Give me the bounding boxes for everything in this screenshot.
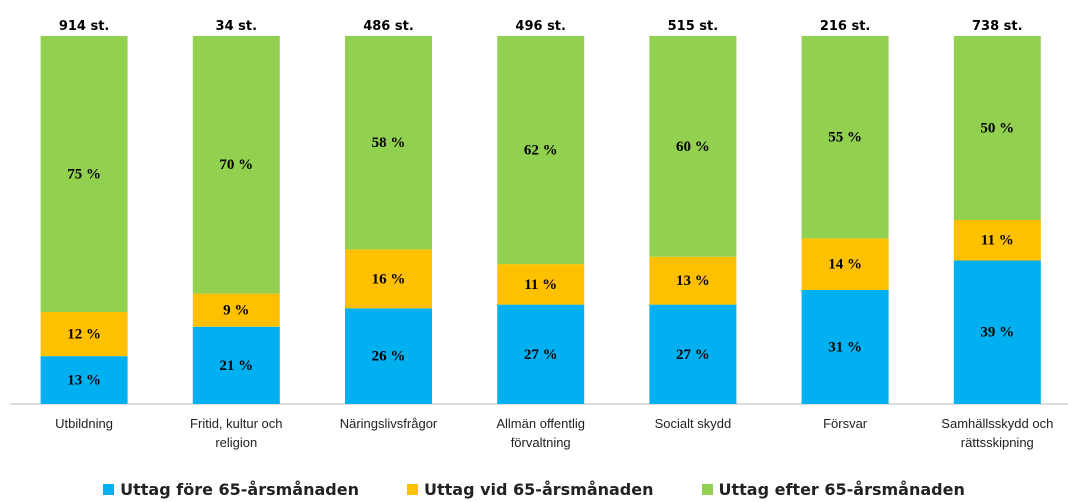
bar-segment (497, 264, 585, 305)
bar-segment (953, 220, 1041, 261)
value-label: 14 % (828, 257, 862, 273)
bar-segment (192, 36, 280, 294)
value-label: 11 % (524, 277, 557, 293)
value-label: 12 % (67, 327, 101, 343)
bar-segment (192, 326, 280, 404)
legend-item: Uttag efter 65-årsmånaden (701, 480, 965, 499)
legend-swatch (406, 484, 418, 495)
bar-segment (497, 304, 585, 404)
x-tick-label: Försvar (823, 416, 868, 431)
value-label: 58 % (372, 135, 406, 151)
legend-label: Uttag efter 65-årsmånaden (718, 480, 965, 499)
legend-item: Uttag före 65-årsmånaden (103, 480, 359, 499)
bar-segment (801, 36, 889, 239)
value-label: 70 % (219, 157, 253, 173)
bar-segment (345, 36, 432, 250)
legend: Uttag före 65-årsmånaden Uttag vid 65-års… (0, 480, 1068, 499)
total-label: 496 st. (515, 19, 566, 34)
legend-item: Uttag vid 65-årsmånaden (406, 480, 654, 499)
total-label: 515 st. (668, 19, 719, 34)
bar-segment (953, 260, 1041, 404)
value-label: 13 % (67, 373, 101, 389)
value-label: 75 % (67, 166, 101, 182)
value-label: 11 % (981, 233, 1014, 249)
value-label: 55 % (828, 130, 862, 146)
bar-segment (649, 304, 737, 404)
total-label: 914 st. (59, 19, 110, 34)
total-label: 216 st. (820, 19, 871, 34)
legend-swatch (701, 484, 713, 495)
bar-segment (953, 36, 1041, 220)
value-label: 16 % (372, 271, 406, 287)
bar-segment (649, 256, 737, 305)
x-tick-label: Näringslivsfrågor (339, 416, 438, 431)
x-tick-label: Fritid, kultur och religion (190, 416, 283, 450)
total-label: 486 st. (363, 19, 414, 34)
total-label: 738 st. (972, 19, 1023, 34)
value-label: 21 % (219, 358, 253, 374)
bar-segment (345, 249, 432, 309)
value-label: 62 % (524, 143, 558, 159)
legend-label: Uttag före 65-årsmånaden (120, 480, 359, 499)
total-label: 34 st. (216, 19, 258, 34)
bar-segment (40, 312, 128, 357)
value-label: 27 % (524, 347, 558, 363)
bar-segment (497, 36, 585, 265)
bar-segment (649, 36, 737, 257)
value-label: 31 % (828, 339, 862, 355)
value-label: 60 % (676, 139, 710, 155)
value-label: 50 % (980, 120, 1014, 136)
bar-segment (801, 238, 889, 290)
legend-label: Uttag vid 65-årsmånaden (423, 480, 654, 499)
bar-segment (40, 356, 128, 404)
bar-segment (801, 289, 889, 404)
value-label: 39 % (980, 325, 1014, 341)
value-label: 26 % (372, 349, 406, 365)
value-label: 27 % (676, 347, 710, 363)
bar-segment (345, 308, 432, 404)
bar-segment (40, 36, 128, 312)
plot: 13 % 12 % 75 % 914 st. 21 % 9 % 70 % 34 st. 26 %… (10, 19, 1068, 405)
x-tick-label: Socialt skydd (654, 416, 732, 431)
value-label: 13 % (676, 273, 710, 289)
x-tick-label: Utbildning (55, 416, 113, 431)
x-tick-label: Allmän offentlig förvaltning (496, 416, 586, 450)
x-tick-label: Samhällsskydd och rättsskipning (941, 416, 1054, 450)
value-label: 9 % (223, 303, 249, 319)
bar-segment (192, 293, 280, 327)
legend-swatch (103, 484, 115, 495)
